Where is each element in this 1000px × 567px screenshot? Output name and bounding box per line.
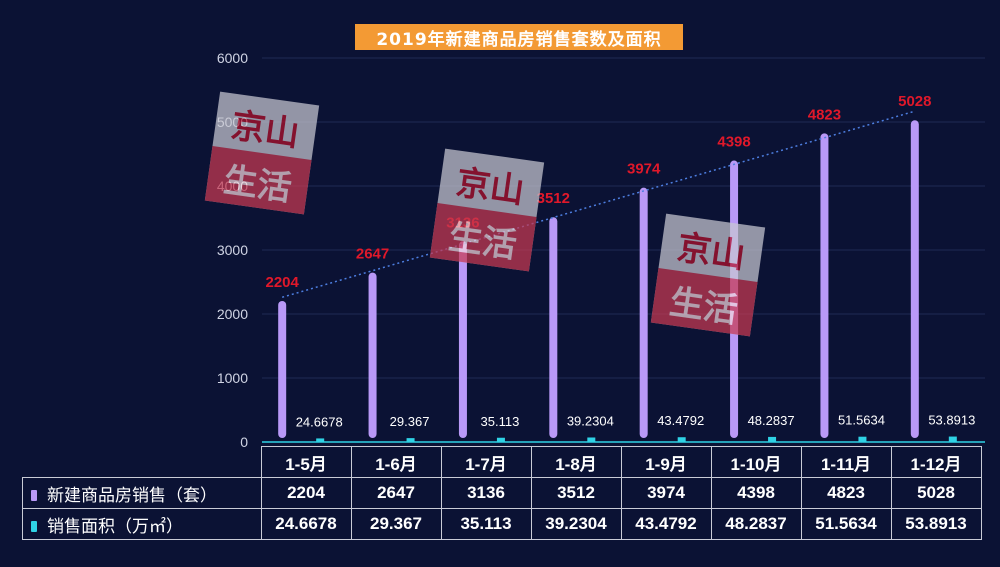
legend-label-units: 新建商品房销售（套） (47, 485, 217, 506)
data-label-area: 48.2837 (748, 413, 795, 428)
bar-units (368, 272, 377, 438)
table-cell: 51.5634 (800, 508, 892, 540)
data-label-area: 53.8913 (928, 413, 975, 428)
data-label-units: 2204 (266, 274, 300, 291)
bar-units (820, 133, 829, 438)
watermark-text: 生活 (221, 160, 294, 209)
table-header-cell: 1-12月 (890, 446, 982, 478)
bar-area (496, 437, 505, 442)
data-label-units: 4823 (808, 106, 841, 123)
table-header-cell: 1-5月 (260, 446, 352, 478)
watermark-text: 京山 (229, 106, 302, 155)
legend-units: 新建商品房销售（套） (22, 477, 262, 509)
watermark-band (650, 268, 758, 337)
y-tick-label: 2000 (217, 306, 248, 322)
bar-area (768, 436, 777, 442)
bar-area (587, 437, 596, 442)
table-header-cell: 1-10月 (710, 446, 802, 478)
data-label-area: 39.2304 (567, 413, 614, 428)
watermark-text: 京山 (454, 163, 527, 212)
table-row-units: 新建商品房销售（套） 2204 2647 3136 3512 3974 4398… (22, 477, 982, 509)
watermark-text: 京山 (675, 228, 748, 277)
data-table: 1-5月 1-6月 1-7月 1-8月 1-9月 1-10月 1-11月 1-1… (22, 446, 982, 540)
table-cell: 5028 (890, 477, 982, 509)
bar-area (858, 436, 867, 442)
table-cell: 35.113 (440, 508, 532, 540)
table-cell: 3974 (620, 477, 712, 509)
bar-area (316, 438, 325, 442)
table-cell: 53.8913 (890, 508, 982, 540)
table-cell: 29.367 (350, 508, 442, 540)
table-cell: 4398 (710, 477, 802, 509)
table-header-cell: 1-8月 (530, 446, 622, 478)
data-label-area: 35.113 (481, 414, 520, 429)
y-tick-label: 3000 (217, 242, 248, 258)
chart-title: 2019年新建商品房销售套数及面积 (355, 24, 683, 50)
watermark-band (204, 146, 312, 215)
table-header-row: 1-5月 1-6月 1-7月 1-8月 1-9月 1-10月 1-11月 1-1… (23, 446, 982, 478)
data-label-units: 3512 (537, 190, 570, 207)
bar-units (278, 300, 287, 438)
table-header-cell: 1-7月 (440, 446, 532, 478)
table-header-cell: 1-6月 (350, 446, 442, 478)
table-cell: 2647 (350, 477, 442, 509)
data-label-units: 4398 (717, 134, 750, 151)
data-label-area: 29.367 (390, 414, 430, 429)
table-cell: 39.2304 (530, 508, 622, 540)
table-cell: 24.6678 (260, 508, 352, 540)
legend-label-area: 销售面积（万㎡） (47, 516, 183, 537)
watermark-text: 生活 (446, 217, 519, 266)
data-label-units: 5028 (898, 93, 931, 110)
table-cell: 3136 (440, 477, 532, 509)
table-cell: 4823 (800, 477, 892, 509)
watermark-band (429, 203, 537, 272)
trendline (281, 110, 916, 298)
legend-swatch-units (31, 490, 37, 501)
bar-area (677, 437, 686, 442)
bar-units (910, 120, 919, 438)
data-label-area: 24.6678 (296, 414, 343, 429)
table-header-cell: 1-9月 (620, 446, 712, 478)
data-label-area: 51.5634 (838, 413, 885, 428)
table-cell: 3512 (530, 477, 622, 509)
data-label-units: 3974 (627, 161, 661, 178)
table-row-area: 销售面积（万㎡） 24.6678 29.367 35.113 39.2304 4… (22, 508, 982, 540)
table-cell: 48.2837 (710, 508, 802, 540)
bar-area (406, 438, 415, 442)
table-cell: 43.4792 (620, 508, 712, 540)
y-tick-label: 6000 (217, 50, 248, 66)
y-tick-label: 0 (240, 434, 248, 450)
table-corner (23, 447, 262, 478)
data-label-units: 2647 (356, 246, 389, 263)
bar-units (639, 187, 648, 438)
bar-units (549, 217, 558, 438)
legend-swatch-area (31, 521, 37, 532)
table-header-cell: 1-11月 (800, 446, 892, 478)
legend-area: 销售面积（万㎡） (22, 508, 262, 540)
table-cell: 2204 (260, 477, 352, 509)
y-tick-label: 1000 (217, 370, 248, 386)
watermark-text: 生活 (667, 282, 740, 331)
bar-area (948, 436, 957, 442)
data-label-area: 43.4792 (657, 413, 704, 428)
bar-units (458, 241, 467, 438)
